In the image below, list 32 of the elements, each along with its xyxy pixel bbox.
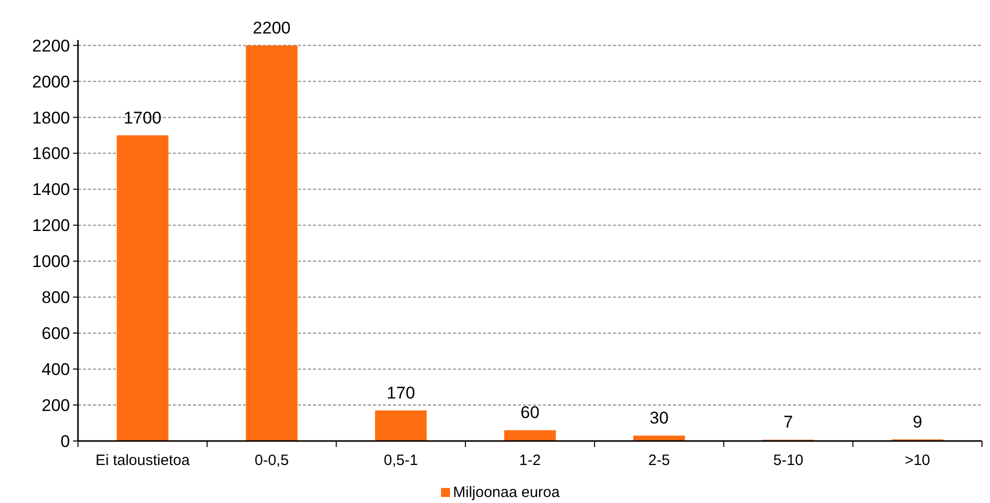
x-tick-label: 0-0,5 xyxy=(254,452,289,469)
y-tick-label: 2000 xyxy=(32,72,70,92)
x-tick-label: 1-2 xyxy=(519,452,541,469)
data-label: 9 xyxy=(912,412,922,432)
y-tick-label: 1800 xyxy=(32,108,70,128)
bar xyxy=(116,135,168,441)
data-label: 30 xyxy=(650,408,669,428)
x-tick-label: 5-10 xyxy=(773,452,804,469)
y-tick-label: 1200 xyxy=(32,216,70,236)
y-tick-label: 600 xyxy=(42,324,70,344)
data-label: 60 xyxy=(520,403,540,422)
data-label: 1700 xyxy=(124,108,162,128)
y-tick-label: 2200 xyxy=(32,36,70,56)
data-label: 170 xyxy=(386,383,416,402)
y-tick-label: 400 xyxy=(42,360,70,380)
data-label: 2200 xyxy=(252,18,291,38)
legend-label: Miljoonaa euroa xyxy=(453,484,560,501)
data-label: 7 xyxy=(784,412,794,432)
bar xyxy=(504,430,556,441)
x-tick-label: >10 xyxy=(904,452,930,469)
x-tick-label: 0,5-1 xyxy=(384,452,418,469)
bar xyxy=(633,436,685,441)
y-tick-label: 800 xyxy=(42,288,70,308)
y-tick-label: 1400 xyxy=(32,180,70,200)
x-tick-label: 2-5 xyxy=(648,452,670,469)
y-tick-label: 0 xyxy=(60,432,70,451)
bar xyxy=(375,410,427,441)
x-tick-label: Ei taloustietoa xyxy=(95,452,190,469)
y-tick-label: 1000 xyxy=(32,252,70,272)
y-tick-label: 1600 xyxy=(32,144,70,164)
bar xyxy=(246,45,298,441)
y-tick-label: 200 xyxy=(42,396,70,415)
